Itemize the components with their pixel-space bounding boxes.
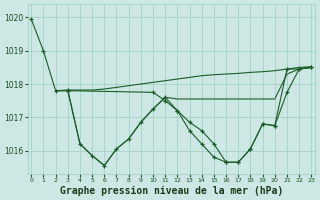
X-axis label: Graphe pression niveau de la mer (hPa): Graphe pression niveau de la mer (hPa) (60, 186, 283, 196)
